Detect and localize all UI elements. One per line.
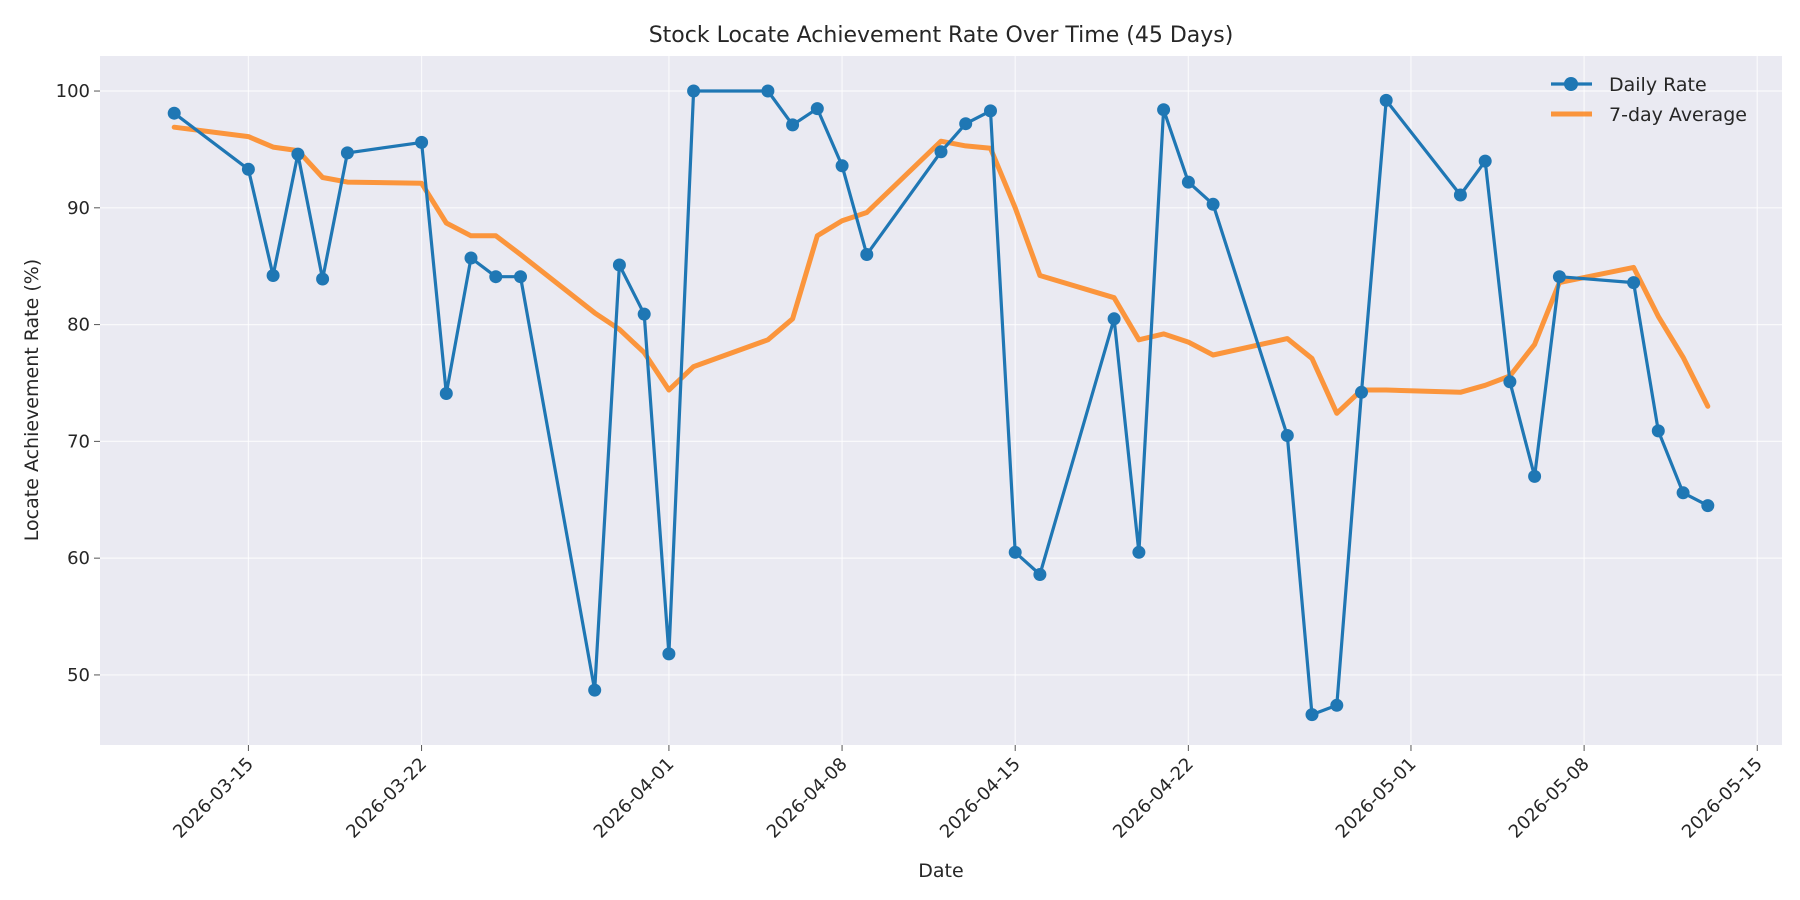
y-tick-label: 100	[56, 81, 90, 102]
daily-rate-point	[761, 84, 775, 98]
daily-rate-point	[1651, 424, 1665, 438]
daily-rate-point	[984, 104, 997, 118]
y-axis-label: Locate Achievement Rate (%)	[21, 259, 43, 541]
legend-daily-rate-label: Daily Rate	[1609, 74, 1707, 96]
legend-7-day-average-label: 7-day Average	[1609, 104, 1747, 126]
x-tick-label: 2026-05-15	[1678, 754, 1767, 843]
daily-rate-point	[514, 270, 527, 284]
daily-rate-point	[1206, 197, 1220, 211]
daily-rate-point	[415, 135, 429, 149]
daily-rate-point	[1181, 175, 1195, 189]
daily-rate-point	[1701, 499, 1715, 513]
daily-rate-point	[464, 251, 478, 265]
daily-rate-point	[1453, 188, 1467, 202]
daily-rate-point	[1033, 568, 1047, 581]
x-tick-label: 2026-04-22	[1109, 754, 1198, 843]
legend: Daily Rate 7-day Average	[1551, 74, 1747, 126]
daily-rate-point	[637, 307, 651, 321]
x-tick-label: 2026-04-08	[763, 754, 852, 843]
daily-rate-point	[1355, 385, 1368, 399]
daily-rate-point	[340, 146, 354, 160]
x-tick-label: 2026-05-08	[1505, 754, 1594, 843]
daily-rate-point	[1157, 103, 1171, 117]
chart-title: Stock Locate Achievement Rate Over Time …	[649, 23, 1234, 48]
x-tick-label: 2026-05-01	[1332, 754, 1421, 843]
daily-rate-point	[241, 162, 255, 176]
y-tick-label: 90	[67, 198, 90, 219]
y-tick-label: 50	[67, 665, 90, 686]
daily-rate-point	[1503, 375, 1517, 389]
x-tick-label: 2026-03-22	[342, 754, 431, 843]
daily-rate-point	[959, 117, 973, 131]
daily-rate-point	[167, 106, 181, 120]
x-tick-label: 2026-03-15	[169, 754, 258, 843]
plot-background	[100, 56, 1782, 745]
daily-rate-point	[439, 387, 453, 400]
y-tick-label: 70	[67, 431, 90, 452]
x-axis-label: Date	[918, 860, 963, 882]
daily-rate-point	[1107, 312, 1121, 326]
daily-rate-point	[1676, 486, 1690, 500]
daily-rate-point	[291, 147, 305, 161]
series-layer	[167, 84, 1715, 722]
grid	[100, 56, 1782, 745]
daily-rate-point	[1008, 545, 1022, 559]
x-tick-label: 2026-04-01	[590, 754, 679, 843]
daily-rate-point	[1280, 429, 1294, 442]
daily-rate-point	[489, 270, 503, 284]
daily-rate-point	[1478, 154, 1492, 168]
daily-rate-point	[662, 647, 676, 661]
daily-rate-point	[934, 145, 948, 159]
x-tick-label: 2026-04-15	[936, 754, 1025, 843]
daily-rate-point	[1552, 270, 1566, 284]
daily-rate-point	[1627, 276, 1641, 290]
daily-rate-point	[316, 272, 330, 286]
daily-rate-point	[588, 683, 602, 697]
series-line-7-day-average	[171, 124, 1711, 416]
daily-rate-point	[786, 118, 800, 132]
daily-rate-point	[687, 84, 701, 98]
daily-rate-point	[1379, 93, 1393, 107]
y-tick-label: 60	[67, 548, 90, 569]
y-tick-label: 80	[67, 315, 90, 336]
daily-rate-point	[835, 159, 849, 173]
daily-rate-point	[1528, 469, 1542, 483]
daily-rate-point	[1330, 698, 1344, 712]
legend-daily-rate-marker	[1564, 77, 1578, 91]
daily-rate-point	[1305, 708, 1319, 722]
daily-rate-point	[860, 248, 874, 261]
daily-rate-point	[810, 102, 824, 116]
daily-rate-point	[1132, 545, 1146, 559]
daily-rate-point	[612, 258, 626, 272]
daily-rate-point	[266, 269, 280, 282]
